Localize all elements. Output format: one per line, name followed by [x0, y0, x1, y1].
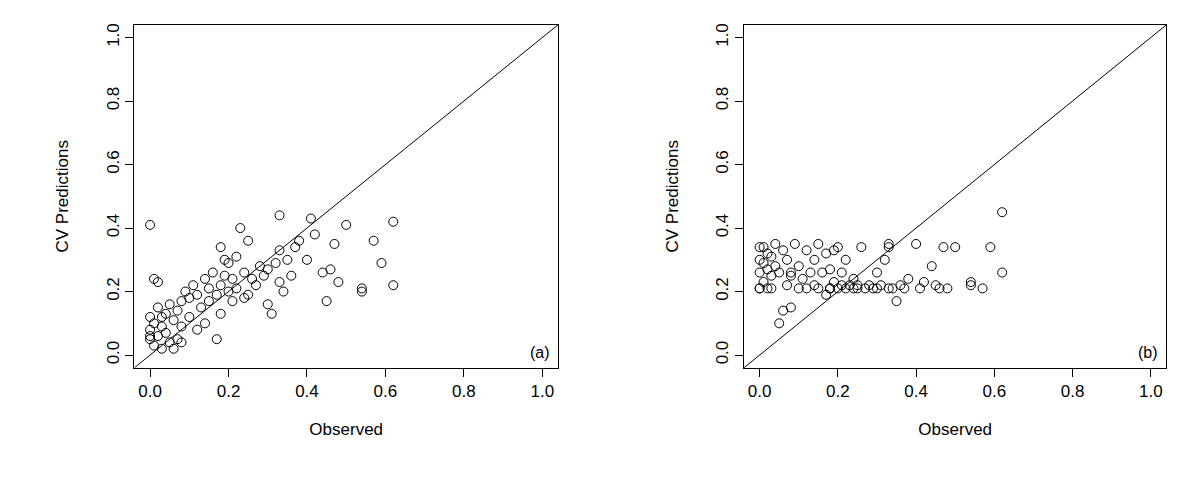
svg-text:1.0: 1.0	[530, 382, 554, 401]
svg-text:0.0: 0.0	[713, 341, 732, 365]
svg-text:0.4: 0.4	[713, 214, 732, 238]
svg-text:Observed: Observed	[918, 420, 992, 439]
svg-text:0.6: 0.6	[104, 150, 123, 174]
svg-text:CV Predictions: CV Predictions	[663, 140, 682, 252]
svg-text:0.2: 0.2	[713, 277, 732, 301]
svg-text:0.4: 0.4	[904, 382, 928, 401]
svg-text:0.0: 0.0	[138, 382, 162, 401]
svg-text:0.8: 0.8	[452, 382, 476, 401]
svg-text:0.4: 0.4	[295, 382, 319, 401]
svg-text:0.8: 0.8	[1061, 382, 1085, 401]
svg-text:0.2: 0.2	[217, 382, 241, 401]
svg-text:1.0: 1.0	[1139, 382, 1163, 401]
svg-text:0.2: 0.2	[826, 382, 850, 401]
svg-text:CV Predictions: CV Predictions	[53, 140, 72, 252]
svg-text:0.0: 0.0	[104, 341, 123, 365]
svg-text:(a): (a)	[530, 344, 550, 361]
svg-text:0.4: 0.4	[104, 214, 123, 238]
svg-text:(b): (b)	[1138, 344, 1158, 361]
svg-text:0.8: 0.8	[713, 87, 732, 111]
svg-text:1.0: 1.0	[104, 23, 123, 47]
svg-text:0.6: 0.6	[982, 382, 1006, 401]
svg-text:0.2: 0.2	[104, 277, 123, 301]
svg-text:0.6: 0.6	[713, 150, 732, 174]
svg-text:1.0: 1.0	[713, 23, 732, 47]
svg-text:0.8: 0.8	[104, 87, 123, 111]
svg-text:Observed: Observed	[309, 420, 383, 439]
svg-text:0.6: 0.6	[374, 382, 398, 401]
svg-text:0.0: 0.0	[748, 382, 772, 401]
